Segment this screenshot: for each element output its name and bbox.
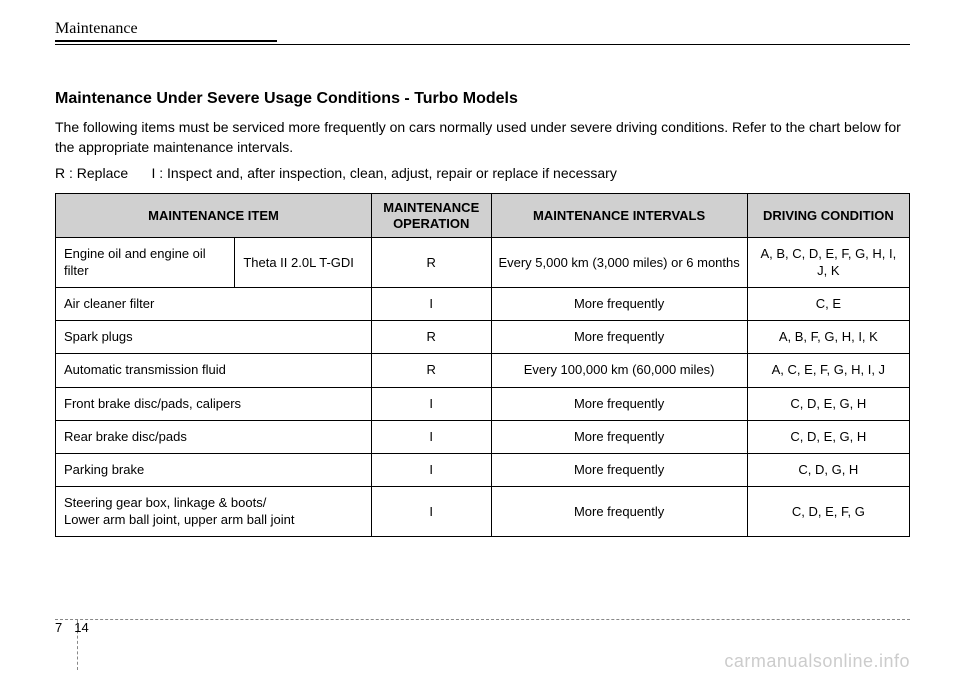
section-title: Maintenance Under Severe Usage Condition… (55, 90, 910, 108)
table-row: Parking brake I More frequently C, D, G,… (56, 454, 910, 487)
cell-item: Automatic transmission fluid (56, 354, 372, 387)
table-row: Air cleaner filter I More frequently C, … (56, 287, 910, 320)
cell-interval: More frequently (491, 487, 747, 537)
cell-item: Rear brake disc/pads (56, 420, 372, 453)
table-header: MAINTENANCE ITEM MAINTENANCE OPERATION M… (56, 194, 910, 238)
cell-interval: More frequently (491, 420, 747, 453)
cell-operation: I (371, 287, 491, 320)
cell-condition: A, B, C, D, E, F, G, H, I, J, K (747, 238, 909, 288)
header-category: Maintenance (55, 20, 910, 38)
footer-dashed-line (55, 619, 910, 620)
table-row: Steering gear box, linkage & boots/ Lowe… (56, 487, 910, 537)
header-rule-thick (55, 40, 277, 42)
cell-operation: R (371, 238, 491, 288)
cell-item: Engine oil and engine oil filter (56, 238, 235, 288)
cell-item: Spark plugs (56, 321, 372, 354)
table-row: Front brake disc/pads, calipers I More f… (56, 387, 910, 420)
table-row: Automatic transmission fluid R Every 100… (56, 354, 910, 387)
page-number-value: 14 (74, 620, 88, 635)
page-number: 7 14 (55, 620, 89, 635)
page-header: Maintenance (55, 20, 910, 45)
content-area: Maintenance Under Severe Usage Condition… (55, 90, 910, 537)
page-container: Maintenance Maintenance Under Severe Usa… (0, 0, 960, 537)
table-row: Spark plugs R More frequently A, B, F, G… (56, 321, 910, 354)
cell-interval: More frequently (491, 321, 747, 354)
th-operation: MAINTENANCE OPERATION (371, 194, 491, 238)
cell-operation: R (371, 321, 491, 354)
table-row: Rear brake disc/pads I More frequently C… (56, 420, 910, 453)
cell-item: Front brake disc/pads, calipers (56, 387, 372, 420)
intro-paragraph: The following items must be serviced mor… (55, 118, 910, 157)
cell-item: Air cleaner filter (56, 287, 372, 320)
cell-operation: I (371, 454, 491, 487)
cell-interval: More frequently (491, 387, 747, 420)
cell-condition: C, D, G, H (747, 454, 909, 487)
cell-operation: I (371, 420, 491, 453)
chapter-number: 7 (55, 620, 62, 635)
th-condition: DRIVING CONDITION (747, 194, 909, 238)
cell-item: Steering gear box, linkage & boots/ Lowe… (56, 487, 372, 537)
cell-interval: Every 5,000 km (3,000 miles) or 6 months (491, 238, 747, 288)
watermark-text: carmanualsonline.info (724, 651, 910, 672)
cell-interval: More frequently (491, 287, 747, 320)
cell-condition: C, D, E, F, G (747, 487, 909, 537)
cell-item: Parking brake (56, 454, 372, 487)
legend-text: R : Replace I : Inspect and, after inspe… (55, 165, 910, 181)
cell-operation: I (371, 487, 491, 537)
cell-interval: Every 100,000 km (60,000 miles) (491, 354, 747, 387)
table-body: Engine oil and engine oil filter Theta I… (56, 238, 910, 537)
table-row: Engine oil and engine oil filter Theta I… (56, 238, 910, 288)
th-item: MAINTENANCE ITEM (56, 194, 372, 238)
cell-sub: Theta II 2.0L T-GDI (235, 238, 372, 288)
cell-interval: More frequently (491, 454, 747, 487)
cell-condition: A, C, E, F, G, H, I, J (747, 354, 909, 387)
th-intervals: MAINTENANCE INTERVALS (491, 194, 747, 238)
cell-condition: C, E (747, 287, 909, 320)
cell-condition: C, D, E, G, H (747, 420, 909, 453)
header-rule-thin (55, 44, 910, 45)
cell-condition: C, D, E, G, H (747, 387, 909, 420)
table-header-row: MAINTENANCE ITEM MAINTENANCE OPERATION M… (56, 194, 910, 238)
maintenance-table: MAINTENANCE ITEM MAINTENANCE OPERATION M… (55, 193, 910, 537)
cell-operation: I (371, 387, 491, 420)
cell-condition: A, B, F, G, H, I, K (747, 321, 909, 354)
cell-operation: R (371, 354, 491, 387)
